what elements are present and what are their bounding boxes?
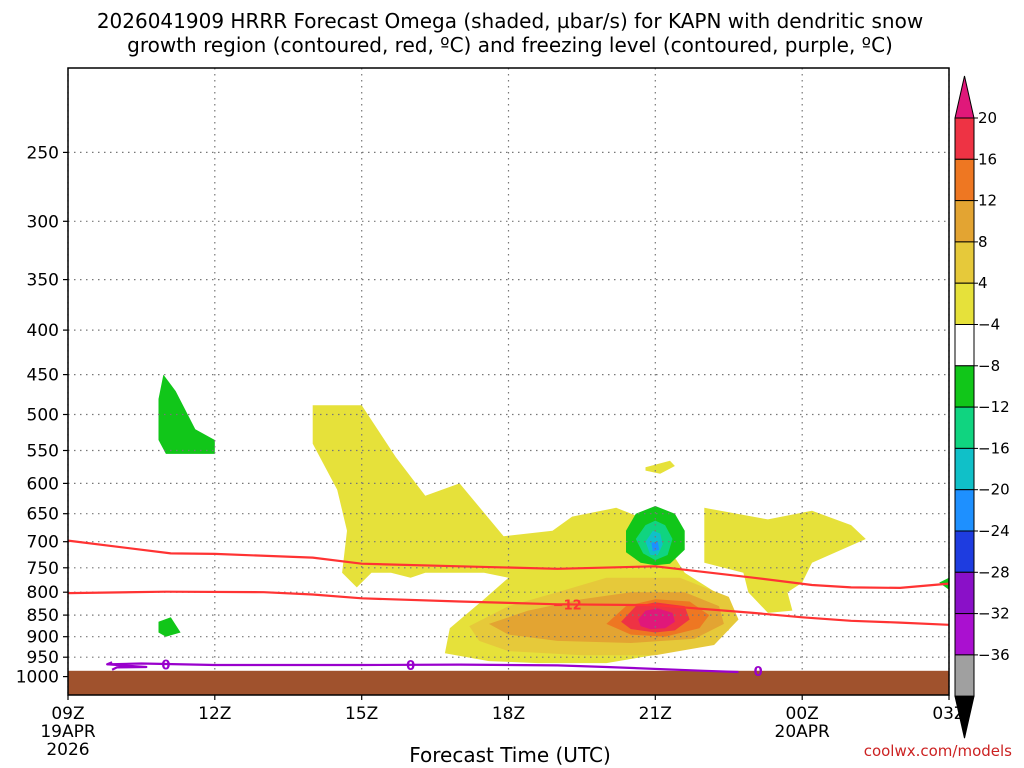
y-tick-label: 750 [27,559,59,579]
y-tick-label: 900 [27,628,59,648]
colorbar-swatch [954,530,975,573]
purple-label-0-c: 0 [754,665,763,680]
colorbar-label: −4 [978,316,1000,334]
colorbar-label: 12 [978,192,997,210]
x-tick-label: 09Z [51,704,84,724]
chart-title-line1: 2026041909 HRRR Forecast Omega (shaded, … [97,9,923,33]
red-contour-lower [67,590,950,626]
y-tick-label: 300 [27,212,59,232]
colorbar-label: −12 [978,398,1010,416]
y-tick-label: 950 [27,648,59,668]
x-tick-year: 2026 [46,740,89,760]
temperature-contours [67,539,950,674]
colorbar-arrow-low [954,695,975,739]
colorbar-label: 16 [978,150,997,168]
x-tick-label: 12Z [198,704,231,724]
colorbar-label: 4 [978,274,988,292]
y-axis-ticks: 2503003504004505005506006507007508008509… [16,143,68,688]
colorbar-swatch [954,158,975,202]
y-tick-label: 550 [27,442,59,462]
colorbar-swatch [954,571,975,615]
chart-title-line2: growth region (contoured, red, ºC) and f… [127,33,893,57]
credit-text: coolwx.com/models [864,742,1012,760]
omega-shading [158,374,949,664]
x-tick-label: 15Z [345,704,378,724]
purple-freezing-level [107,662,739,674]
red-label-minus12: −12 [553,598,582,613]
colorbar-label: 20 [978,109,997,127]
colorbar-label: −16 [978,439,1010,457]
y-tick-label: 500 [27,406,59,426]
colorbar-label: 8 [978,233,988,251]
x-tick-label: 18Z [492,704,525,724]
purple-label-0-b: 0 [406,659,415,674]
colorbar-label: −8 [978,357,1000,375]
y-tick-label: 800 [27,583,59,603]
colorbar-swatch [954,117,975,160]
colorbar-swatch [954,447,975,491]
x-tick-date: 19APR [40,722,96,742]
x-tick-label: 00Z [786,704,819,724]
purple-label-0-a: 0 [161,658,170,673]
blue-dot-region [651,541,660,552]
x-tick-label: 03Z [932,704,965,724]
colorbar-swatch [954,324,975,367]
magenta-core-region [638,608,675,630]
colorbar-label: −20 [978,481,1010,499]
colorbar-label: −28 [978,563,1010,581]
y-tick-label: 1000 [16,668,59,688]
x-tick-label: 21Z [639,704,672,724]
green-region-upper [158,374,215,454]
y-tick-label: 700 [27,533,59,553]
ground-surface [68,670,949,695]
green-region-lower [158,617,181,637]
y-tick-label: 400 [27,321,59,341]
colorbar-label: −32 [978,605,1010,623]
colorbar-label: −24 [978,522,1010,540]
yellow-region-right [704,507,866,613]
colorbar-swatch [954,489,975,532]
red-contour-upper [67,539,950,590]
colorbar-label: −36 [978,646,1010,664]
colorbar-swatch [954,200,975,243]
purple-freezing-hook [106,661,148,671]
colorbar-swatch [954,282,975,326]
x-axis-label: Forecast Time (UTC) [409,743,611,767]
colorbar: 20 16 12 8 4 −4 −8 −12 −16 −20 −24 −28 −32 −36 [954,75,1010,739]
colorbar-swatch [954,654,975,697]
colorbar-swatch [954,406,975,449]
colorbar-swatch [954,365,975,408]
colorbar-arrow-high [954,75,975,119]
yellow-small-region [645,460,675,474]
contour-labels: −12 0 0 0 [161,598,763,680]
x-tick-date: 20APR [775,722,831,742]
y-tick-label: 650 [27,505,59,525]
y-tick-label: 850 [27,606,59,626]
y-tick-label: 600 [27,474,59,494]
colorbar-swatch [954,613,975,656]
y-tick-label: 250 [27,143,59,163]
y-tick-label: 450 [27,366,59,386]
y-tick-label: 350 [27,271,59,291]
colorbar-swatch [954,241,975,284]
